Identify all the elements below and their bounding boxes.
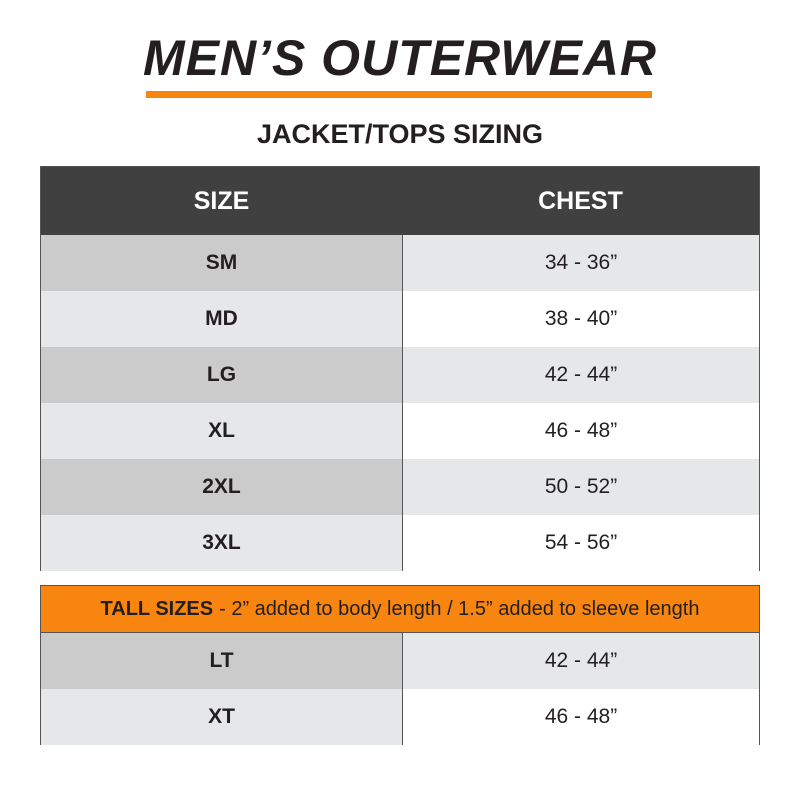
table-row: 2XL 50 - 52” <box>41 459 759 515</box>
tall-sizes-label: TALL SIZES <box>100 597 214 620</box>
table-row: LT 42 - 44” <box>41 633 759 689</box>
chest-cell: 34 - 36” <box>403 235 759 291</box>
size-cell: MD <box>41 291 403 347</box>
chest-cell: 42 - 44” <box>403 347 759 403</box>
size-cell: XL <box>41 403 403 459</box>
section-subtitle: JACKET/TOPS SIZING <box>256 119 544 149</box>
table-row: MD 38 - 40” <box>41 291 759 347</box>
tall-sizing-table: TALL SIZES - 2” added to body length / 1… <box>40 585 760 745</box>
table-row: XL 46 - 48” <box>41 403 759 459</box>
tall-sizes-banner: TALL SIZES - 2” added to body length / 1… <box>41 586 759 633</box>
table-row: 3XL 54 - 56” <box>41 515 759 571</box>
page-title: MEN’S OUTERWEAR <box>0 28 800 88</box>
chest-cell: 50 - 52” <box>403 459 759 515</box>
chest-cell: 46 - 48” <box>403 689 759 745</box>
tall-sizes-note: - 2” added to body length / 1.5” added t… <box>219 597 700 620</box>
header-size: SIZE <box>193 186 250 215</box>
chest-cell: 54 - 56” <box>403 515 759 571</box>
table-row: SM 34 - 36” <box>41 235 759 291</box>
chest-cell: 46 - 48” <box>403 403 759 459</box>
chest-cell: 42 - 44” <box>403 633 759 689</box>
table-row: XT 46 - 48” <box>41 689 759 745</box>
sizing-table: SIZE CHEST SM 34 - 36” MD 38 - 40” LG 42 - … <box>40 166 760 571</box>
page-title-text: MEN’S OUTERWEAR <box>142 30 658 86</box>
size-cell: 2XL <box>41 459 403 515</box>
size-cell: 3XL <box>41 515 403 571</box>
chest-cell: 38 - 40” <box>403 291 759 347</box>
header-chest: CHEST <box>538 186 623 215</box>
size-cell: XT <box>41 689 403 745</box>
size-cell: LT <box>41 633 403 689</box>
table-row: LG 42 - 44” <box>41 347 759 403</box>
table-header: SIZE CHEST <box>41 167 759 235</box>
orange-divider <box>146 91 652 98</box>
size-cell: SM <box>41 235 403 291</box>
size-cell: LG <box>41 347 403 403</box>
